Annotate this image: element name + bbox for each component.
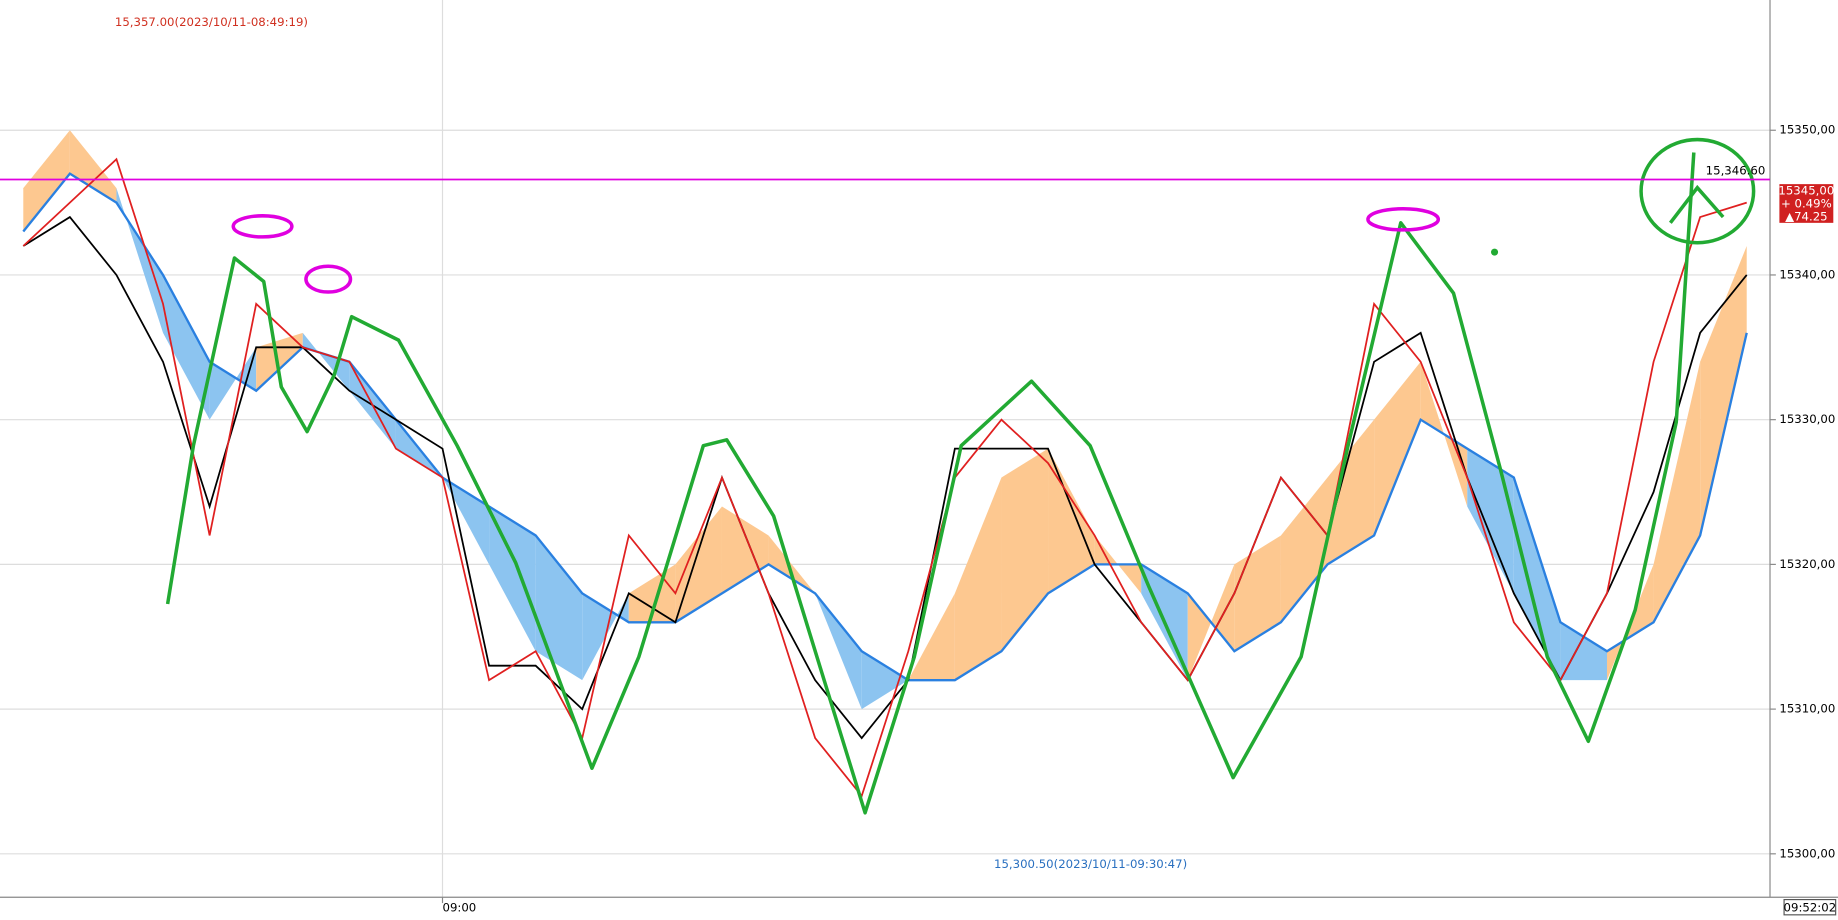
cloud-segment (23, 130, 70, 232)
change: + 0.49% (1781, 197, 1832, 211)
grid (0, 0, 1771, 898)
cloud-segment (1700, 246, 1747, 536)
y-tick-label: 15320,00 (1779, 557, 1835, 571)
cloud-segment (1560, 622, 1607, 681)
cloud-segment (861, 651, 909, 710)
hand-ellipse (304, 264, 353, 294)
cloud-segment (116, 188, 164, 333)
y-tick-label: 15310,00 (1779, 702, 1835, 716)
cloud-segment (1001, 448, 1049, 652)
series-line (22, 215, 1748, 740)
cloud-segment (1094, 535, 1142, 594)
low-label: 15,300.50(2023/10/11-09:30:47) (994, 857, 1187, 871)
hand-annotations (165, 137, 1756, 815)
hand-arrow (1668, 184, 1725, 224)
cloud-segment (69, 130, 117, 203)
horizontal-line-label: 15,346.60 (1706, 164, 1766, 178)
hand-ellipse (1366, 207, 1441, 232)
lines (22, 157, 1748, 798)
hand-ellipse (231, 214, 294, 239)
cloud-segment (675, 506, 722, 623)
high-label: 15,357.00(2023/10/11-08:49:19) (115, 15, 308, 29)
hand-circle (1639, 137, 1756, 245)
cloud-segment (1467, 448, 1514, 594)
cloud-segment (1653, 361, 1701, 623)
y-tick-label: 15330,00 (1779, 412, 1835, 426)
cloud-segment (1513, 477, 1561, 681)
y-tick-label: 15350,00 (1779, 123, 1835, 137)
cloud-segment (1048, 448, 1095, 594)
hand-dot (1491, 248, 1499, 256)
cloud-segment (1280, 477, 1328, 623)
cloud-segment (954, 477, 1002, 681)
delta: ▲74.25 (1785, 209, 1828, 223)
price: 15345,00 (1778, 184, 1834, 198)
current-time: 09:52:02 (1784, 900, 1837, 914)
cloud-segment (163, 274, 210, 420)
cloud-segment (489, 506, 536, 652)
cloud-segment (1374, 361, 1421, 536)
hand-curve (165, 152, 1696, 815)
price-box (1779, 184, 1834, 223)
time-box (1783, 898, 1837, 916)
y-tick-label: 15340,00 (1779, 267, 1835, 281)
series-line (22, 157, 1747, 798)
x-tick-label: 09:00 (443, 900, 477, 914)
cloud-segment (1327, 419, 1375, 565)
y-tick-label: 15300,00 (1779, 846, 1835, 860)
